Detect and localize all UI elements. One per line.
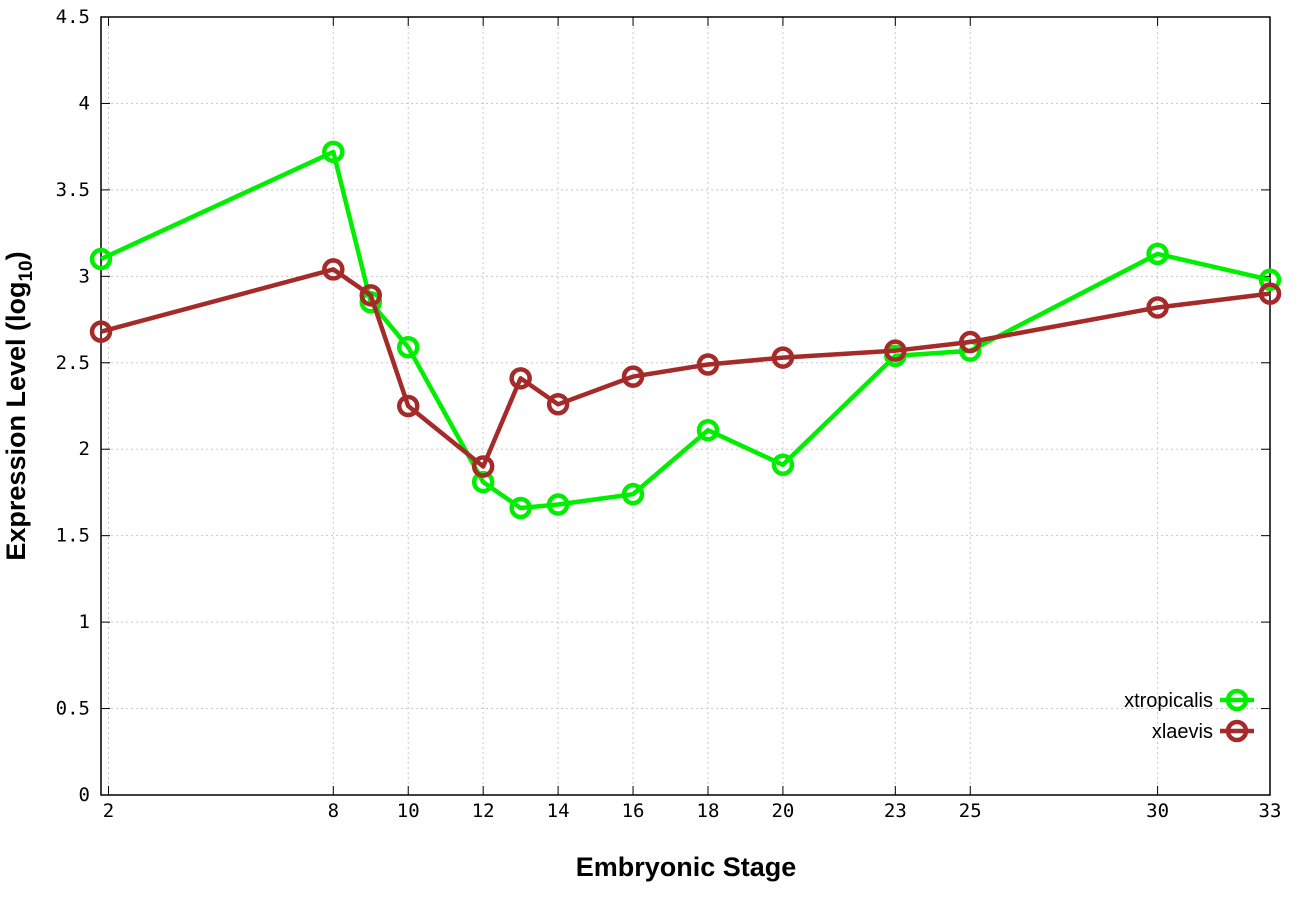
data-point-xlaevis bbox=[771, 346, 795, 369]
data-point-xtropicalis bbox=[1258, 268, 1282, 292]
x-tick-label: 2 bbox=[103, 800, 114, 822]
y-tick-label: 4 bbox=[79, 92, 90, 114]
y-tick-label: 4.5 bbox=[56, 6, 90, 28]
data-point-xlaevis bbox=[959, 330, 982, 354]
data-point-xtropicalis bbox=[471, 470, 495, 494]
x-tick-label: 12 bbox=[472, 800, 495, 822]
x-tick-label: 30 bbox=[1146, 800, 1169, 822]
y-tick-label: 0.5 bbox=[56, 698, 90, 720]
x-tick-label: 16 bbox=[622, 800, 645, 822]
x-tick-label: 10 bbox=[397, 800, 420, 822]
data-point-xtropicalis bbox=[1146, 242, 1169, 266]
x-axis-label: Embryonic Stage bbox=[576, 852, 797, 882]
series-xlaevis bbox=[89, 258, 1282, 478]
data-point-xlaevis bbox=[396, 394, 420, 418]
y-axis-label-main: Expression Level (log bbox=[1, 282, 31, 561]
x-tick-label: 25 bbox=[959, 800, 982, 822]
y-axis-label-close: ) bbox=[1, 251, 31, 260]
x-tick-label: 14 bbox=[547, 800, 570, 822]
axis-ticks: 0 0.5 1 1.5 2 2.5 3 3.5 4 4.5 2 8 10 12 14 16 18 20 23 25 30… bbox=[56, 6, 1282, 822]
series-line-xtropicalis bbox=[100, 149, 1271, 511]
data-point-xlaevis bbox=[322, 258, 345, 281]
data-point-xtropicalis bbox=[322, 140, 345, 164]
x-tick-label: 8 bbox=[328, 800, 339, 822]
data-point-xlaevis bbox=[89, 320, 113, 343]
y-tick-label: 1 bbox=[79, 611, 90, 633]
legend-marker-xlaevis bbox=[1225, 719, 1249, 743]
data-point-xlaevis bbox=[1258, 282, 1282, 305]
y-tick-label: 2 bbox=[79, 438, 90, 460]
series-group bbox=[89, 140, 1282, 520]
x-tick-label: 23 bbox=[884, 800, 907, 822]
y-tick-label: 3.5 bbox=[56, 179, 90, 201]
y-axis-label: Expression Level (log10) bbox=[1, 251, 37, 560]
data-point-xlaevis bbox=[621, 365, 645, 388]
data-point-xtropicalis bbox=[621, 482, 645, 506]
y-tick-label: 2.5 bbox=[56, 352, 90, 374]
data-point-xlaevis bbox=[696, 353, 720, 376]
y-tick-label: 1.5 bbox=[56, 525, 90, 547]
legend-marker-xtropicalis bbox=[1225, 688, 1249, 712]
y-tick-label: 3 bbox=[79, 265, 90, 287]
data-point-xlaevis bbox=[1146, 296, 1169, 319]
x-tick-label: 33 bbox=[1259, 800, 1282, 822]
plot-frame bbox=[100, 16, 1271, 796]
legend-label-xlaevis: xlaevis bbox=[1152, 721, 1213, 743]
x-tick-label: 18 bbox=[697, 800, 720, 822]
y-tick-label: 0 bbox=[79, 784, 90, 806]
data-point-xtropicalis bbox=[396, 335, 420, 359]
legend: xtropicalis xlaevis bbox=[1124, 688, 1254, 743]
data-point-xtropicalis bbox=[696, 418, 720, 442]
data-point-xtropicalis bbox=[89, 247, 113, 271]
data-point-xlaevis bbox=[884, 339, 907, 362]
x-tick-label: 20 bbox=[771, 800, 794, 822]
data-point-xlaevis bbox=[546, 393, 570, 416]
legend-label-xtropicalis: xtropicalis bbox=[1124, 690, 1213, 712]
grid-lines bbox=[101, 17, 1270, 795]
data-point-xlaevis bbox=[509, 367, 532, 390]
y-axis-label-sub: 10 bbox=[16, 260, 37, 281]
series-xtropicalis bbox=[89, 140, 1282, 520]
data-point-xtropicalis bbox=[509, 496, 532, 520]
series-line-xlaevis bbox=[100, 267, 1271, 469]
data-point-xlaevis bbox=[471, 455, 495, 478]
data-point-xtropicalis bbox=[771, 453, 795, 477]
data-point-xtropicalis bbox=[546, 493, 570, 516]
data-point-xlaevis bbox=[359, 284, 383, 307]
